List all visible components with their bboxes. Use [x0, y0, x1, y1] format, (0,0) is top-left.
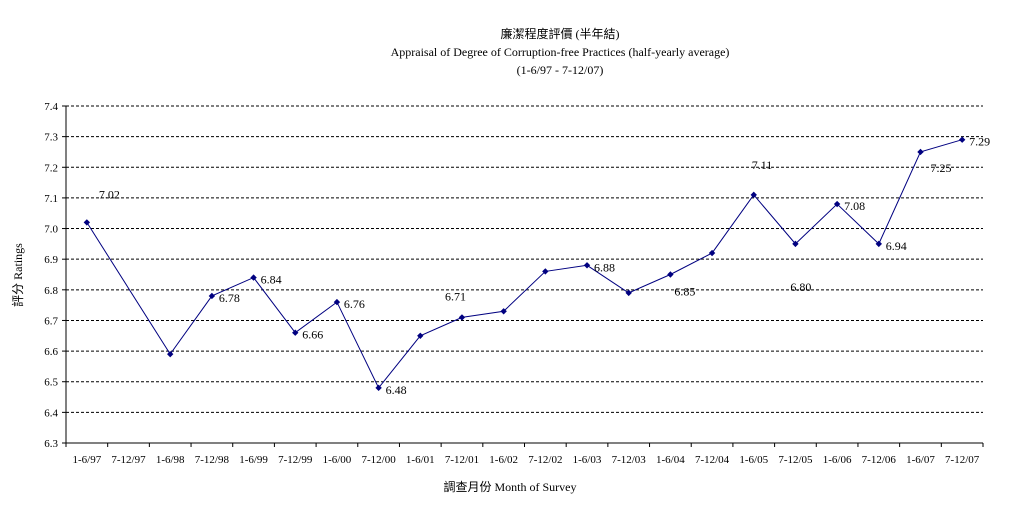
axes: [62, 105, 984, 447]
data-point: [625, 289, 632, 297]
x-tick-label: 7-12/98: [195, 454, 230, 466]
y-tick-label: 6.5: [44, 377, 58, 389]
y-tick-label: 6.6: [44, 346, 58, 358]
gridlines: [66, 105, 983, 413]
data-label: 7.11: [752, 158, 773, 172]
x-tick-label: 7-12/07: [945, 454, 980, 466]
x-axis-title: 調查月份 Month of Survey: [444, 480, 577, 494]
x-tick-label: 7-12/05: [778, 454, 813, 466]
y-tick-label: 6.3: [44, 438, 58, 450]
y-tick-label: 6.4: [44, 407, 58, 419]
y-tick-label: 7.3: [44, 132, 58, 144]
data-label: 6.85: [674, 285, 695, 299]
x-tick-label: 1-6/98: [156, 454, 185, 466]
data-label: 6.71: [445, 289, 466, 303]
data-point: [667, 271, 674, 278]
x-tick-label: 7-12/02: [528, 454, 562, 466]
y-tick-label: 7.2: [44, 162, 58, 174]
x-tick-label: 1-6/05: [739, 454, 768, 466]
x-tick-label: 7-12/06: [862, 454, 897, 466]
x-tick-labels: 1-6/97 7-12/97 1-6/98 7-12/98 1-6/99 7-12/99 1…: [72, 454, 979, 466]
data-point: [875, 240, 882, 248]
y-tick-label: 7.0: [44, 224, 58, 236]
data-label: 6.94: [886, 239, 907, 253]
data-point: [167, 350, 174, 358]
data-point: [83, 219, 91, 226]
x-tick-label: 7-12/04: [695, 454, 730, 466]
data-label: 6.80: [790, 280, 811, 294]
data-label: 7.29: [969, 135, 990, 149]
data-label: 6.66: [302, 328, 323, 342]
ratings-series: [83, 136, 966, 392]
data-point: [542, 268, 549, 275]
x-tick-label: 1-6/04: [656, 454, 685, 466]
data-point: [500, 308, 507, 315]
chart-subtitle: (1-6/97 - 7-12/07): [516, 63, 604, 77]
x-tick-label: 7-12/01: [445, 454, 479, 466]
data-point: [292, 329, 299, 336]
data-label: 7.02: [99, 187, 120, 201]
data-label: 6.76: [344, 297, 365, 311]
data-point: [833, 200, 841, 208]
data-point: [417, 332, 424, 339]
y-tick-labels: 6.3 6.4 6.5 6.6 6.7 6.8 6.9 7.0 7.1 7.2 7.3 7.4: [44, 101, 58, 450]
data-label: 7.08: [844, 199, 865, 213]
data-label: 7.25: [930, 161, 951, 175]
x-tick-label: 7-12/97: [111, 454, 146, 466]
y-axis-title: 評分 Ratings: [10, 243, 25, 307]
y-tick-label: 7.4: [44, 101, 58, 113]
chart-title-english: Appraisal of Degree of Corruption-free P…: [390, 45, 730, 59]
x-tick-label: 7-12/03: [612, 454, 647, 466]
chart-title-chinese: 廉潔程度評價 (半年結): [500, 27, 620, 41]
data-point: [958, 136, 966, 143]
data-label: 6.84: [261, 273, 282, 287]
y-tick-label: 6.9: [44, 254, 58, 266]
x-tick-label: 1-6/07: [906, 454, 935, 466]
y-tick-label: 7.1: [44, 193, 58, 205]
data-point: [583, 262, 591, 269]
x-tick-label: 1-6/99: [239, 454, 268, 466]
y-tick-label: 6.7: [44, 315, 58, 327]
data-point: [750, 191, 757, 199]
data-point: [208, 292, 216, 300]
x-tick-label: 1-6/00: [323, 454, 352, 466]
x-tick-label: 1-6/03: [573, 454, 602, 466]
y-tick-label: 6.8: [44, 285, 58, 297]
data-point: [250, 274, 257, 281]
data-point: [792, 240, 799, 248]
data-label: 6.78: [219, 291, 240, 305]
data-point: [375, 384, 382, 392]
x-tick-label: 7-12/99: [278, 454, 313, 466]
x-tick-label: 1-6/01: [406, 454, 435, 466]
x-tick-label: 1-6/97: [72, 454, 101, 466]
data-labels: 7.02 6.78 6.84 6.66 6.76 6.48 6.71 6.88 6.85 7.11…: [99, 135, 990, 397]
data-point: [458, 314, 466, 321]
data-point: [917, 148, 924, 156]
data-label: 6.48: [386, 383, 407, 397]
data-point: [333, 298, 341, 306]
data-label: 6.88: [594, 260, 615, 274]
x-tick-label: 1-6/02: [489, 454, 518, 466]
x-tick-label: 1-6/06: [823, 454, 852, 466]
x-tick-label: 7-12/00: [361, 454, 396, 466]
data-point: [708, 249, 716, 257]
